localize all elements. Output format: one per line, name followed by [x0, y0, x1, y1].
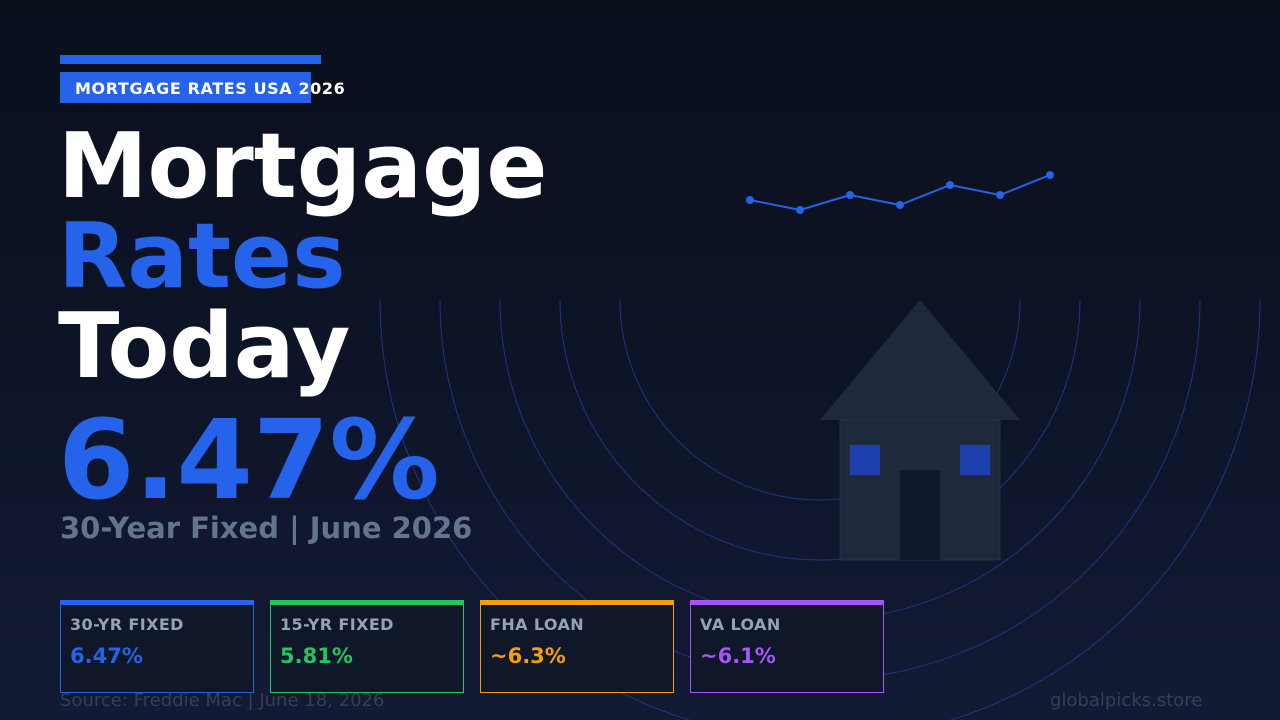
tag-badge — [60, 72, 311, 103]
site-link[interactable]: globalpicks.store — [1050, 690, 1203, 711]
main-rate: 6.47% — [58, 396, 440, 524]
headline-line-2: Rates — [58, 204, 346, 309]
headline-line-1: Mortgage — [58, 114, 548, 219]
house-door — [900, 470, 940, 560]
house-icon — [820, 300, 1020, 561]
card-label: 30-YR FIXED — [70, 615, 184, 634]
card-value: ~6.3% — [490, 644, 566, 668]
rate-card-15yr: 15-YR FIXED 5.81% — [270, 600, 464, 693]
card-label: 15-YR FIXED — [280, 615, 394, 634]
source-note: Source: Freddie Mac | June 18, 2026 — [60, 690, 385, 711]
card-label: FHA LOAN — [490, 615, 585, 634]
rate-card-30yr: 30-YR FIXED 6.47% — [60, 600, 254, 693]
rate-subline: 30-Year Fixed | June 2026 — [60, 511, 473, 545]
trend-line-icon — [746, 171, 1054, 214]
card-value: 5.81% — [280, 644, 353, 668]
arc-2 — [559, 299, 1081, 561]
tag-label: MORTGAGE RATES USA 2026 — [75, 79, 346, 98]
headline-line-3: Today — [58, 294, 351, 399]
house-window-left — [850, 445, 880, 475]
card-value: ~6.1% — [700, 644, 776, 668]
accent-bar — [60, 55, 321, 64]
card-label: VA LOAN — [700, 615, 781, 634]
card-value: 6.47% — [70, 644, 143, 668]
arc-3 — [499, 299, 1141, 621]
rate-card-fha: FHA LOAN ~6.3% — [480, 600, 674, 693]
rate-card-va: VA LOAN ~6.1% — [690, 600, 884, 693]
house-window-right — [960, 445, 990, 475]
arc-5 — [379, 299, 1261, 720]
